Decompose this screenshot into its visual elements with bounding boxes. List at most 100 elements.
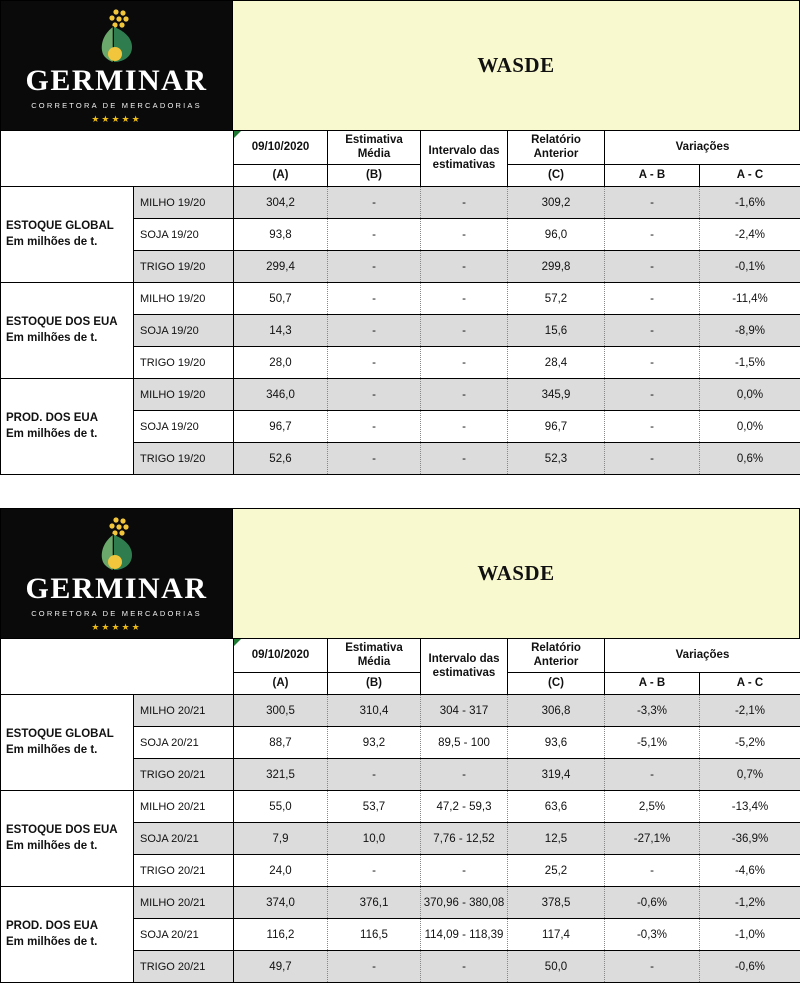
header-range-line2: estimativas: [432, 666, 496, 679]
header-blank: [0, 638, 234, 695]
page-title: WASDE: [477, 53, 555, 77]
commodity-label: SOJA 20/21: [133, 726, 234, 759]
header-date: 09/10/2020: [233, 130, 328, 165]
value-c: 309,2: [507, 186, 605, 219]
category-label-line1: ESTOQUE DOS EUA: [6, 315, 118, 328]
category-label: ESTOQUE DOS EUA Em milhões de t.: [0, 282, 134, 379]
category-label: ESTOQUE GLOBAL Em milhões de t.: [0, 186, 134, 283]
value-ab: -: [604, 854, 700, 887]
value-range: -: [420, 378, 508, 411]
header-sub-ac: A - C: [699, 164, 800, 187]
value-ab: -: [604, 314, 700, 347]
value-b: 376,1: [327, 886, 421, 919]
table-row: TRIGO 19/20 299,4- -299,8- -0,1%: [1, 250, 800, 283]
value-ab: -: [604, 218, 700, 251]
table-row: SOJA 20/21 7,9 10,0 7,76 - 12,52 12,5 -27,1% -…: [1, 822, 800, 855]
value-range: 304 - 317: [420, 694, 508, 727]
table-row: PROD. DOS EUA Em milhões de t. MILHO 20/21…: [0, 886, 800, 983]
value-b: -: [327, 442, 421, 475]
value-ac: -8,9%: [699, 314, 800, 347]
value-a: 374,0: [233, 886, 328, 919]
value-b: 10,0: [327, 822, 421, 855]
header-date: 09/10/2020: [233, 638, 328, 673]
value-c: 96,7: [507, 410, 605, 443]
value-range: 114,09 - 118,39: [420, 918, 508, 951]
header-previous-line2: Anterior: [533, 147, 579, 160]
commodity-label: SOJA 20/21: [133, 918, 234, 951]
value-c: 96,0: [507, 218, 605, 251]
value-ac: 0,0%: [699, 378, 800, 411]
wasde-report-20-21: GERMINAR CORRETORA DE MERCADORIAS ★★★★★ …: [0, 508, 800, 983]
category-label-line2: Em milhões de t.: [6, 427, 98, 440]
table-row: SOJA 20/21 88,7 93,2 89,5 - 100 93,6 -5,1% -5,…: [1, 726, 800, 759]
value-ab: -0,3%: [604, 918, 700, 951]
value-b: 310,4: [327, 694, 421, 727]
brand-tagline: CORRETORA DE MERCADORIAS: [31, 609, 202, 618]
value-range: -: [420, 282, 508, 315]
table-row: TRIGO 20/21 321,5- -319,4-0,7%: [1, 758, 800, 791]
header-previous-line1: Relatório: [531, 134, 581, 147]
table-row: SOJA 19/20 96,7- -96,7-0,0%: [1, 410, 800, 443]
value-ac: -4,6%: [699, 854, 800, 887]
value-c: 299,8: [507, 250, 605, 283]
value-range: -: [420, 410, 508, 443]
header-estimate-mean-line1: Estimativa: [345, 134, 403, 147]
value-c: 117,4: [507, 918, 605, 951]
table-row: ESTOQUE DOS EUA Em milhões de t. MILHO 19/…: [0, 282, 800, 379]
category-label-line1: ESTOQUE GLOBAL: [6, 727, 114, 740]
report-banner: GERMINAR CORRETORA DE MERCADORIAS ★★★★★ …: [0, 508, 800, 638]
value-c: 57,2: [507, 282, 605, 315]
brand-logo-cell: GERMINAR CORRETORA DE MERCADORIAS ★★★★★: [1, 509, 233, 638]
value-a: 52,6: [233, 442, 328, 475]
value-ac: -1,6%: [699, 186, 800, 219]
value-ab: -: [604, 410, 700, 443]
value-a: 321,5: [233, 758, 328, 791]
category-label: ESTOQUE GLOBAL Em milhões de t.: [0, 694, 134, 791]
value-b: 53,7: [327, 790, 421, 823]
report-title-cell: WASDE: [233, 1, 799, 130]
value-c: 12,5: [507, 822, 605, 855]
report-title-cell: WASDE: [233, 509, 799, 638]
value-range: 89,5 - 100: [420, 726, 508, 759]
header-previous-report: Relatório Anterior: [507, 638, 605, 673]
value-b: -: [327, 758, 421, 791]
value-range: -: [420, 186, 508, 219]
value-a: 346,0: [233, 378, 328, 411]
value-ac: -13,4%: [699, 790, 800, 823]
value-ac: -11,4%: [699, 282, 800, 315]
brand-logo-cell: GERMINAR CORRETORA DE MERCADORIAS ★★★★★: [1, 1, 233, 130]
sprouting-seed-leaf-icon: [90, 7, 144, 65]
value-ab: -: [604, 378, 700, 411]
category-label-line1: PROD. DOS EUA: [6, 411, 99, 424]
value-ab: -5,1%: [604, 726, 700, 759]
value-a: 93,8: [233, 218, 328, 251]
value-a: 300,5: [233, 694, 328, 727]
value-a: 7,9: [233, 822, 328, 855]
value-range: -: [420, 314, 508, 347]
header-previous-line1: Relatório: [531, 642, 581, 655]
brand-stars: ★★★★★: [91, 622, 142, 632]
value-a: 304,2: [233, 186, 328, 219]
wasde-table-19-20: 09/10/2020 Estimativa Média Intervalo da…: [0, 130, 800, 475]
value-b: -: [327, 218, 421, 251]
value-range: -: [420, 950, 508, 983]
value-ab: -27,1%: [604, 822, 700, 855]
value-c: 50,0: [507, 950, 605, 983]
report-banner: GERMINAR CORRETORA DE MERCADORIAS ★★★★★ …: [0, 0, 800, 130]
header-sub-b: (B): [327, 672, 421, 695]
value-ab: -3,3%: [604, 694, 700, 727]
value-ac: -0,1%: [699, 250, 800, 283]
value-range: -: [420, 758, 508, 791]
category-label-line2: Em milhões de t.: [6, 235, 98, 248]
value-ac: -0,6%: [699, 950, 800, 983]
value-b: -: [327, 854, 421, 887]
value-b: -: [327, 346, 421, 379]
category-label-line1: ESTOQUE DOS EUA: [6, 823, 118, 836]
table-row: SOJA 20/21 116,2 116,5 114,09 - 118,39 117,4…: [1, 918, 800, 951]
brand-tagline: CORRETORA DE MERCADORIAS: [31, 101, 202, 110]
header-estimate-mean-line2: Média: [357, 655, 391, 668]
sprouting-seed-leaf-icon: [90, 515, 144, 573]
value-ac: 0,7%: [699, 758, 800, 791]
value-range: 7,76 - 12,52: [420, 822, 508, 855]
value-c: 319,4: [507, 758, 605, 791]
